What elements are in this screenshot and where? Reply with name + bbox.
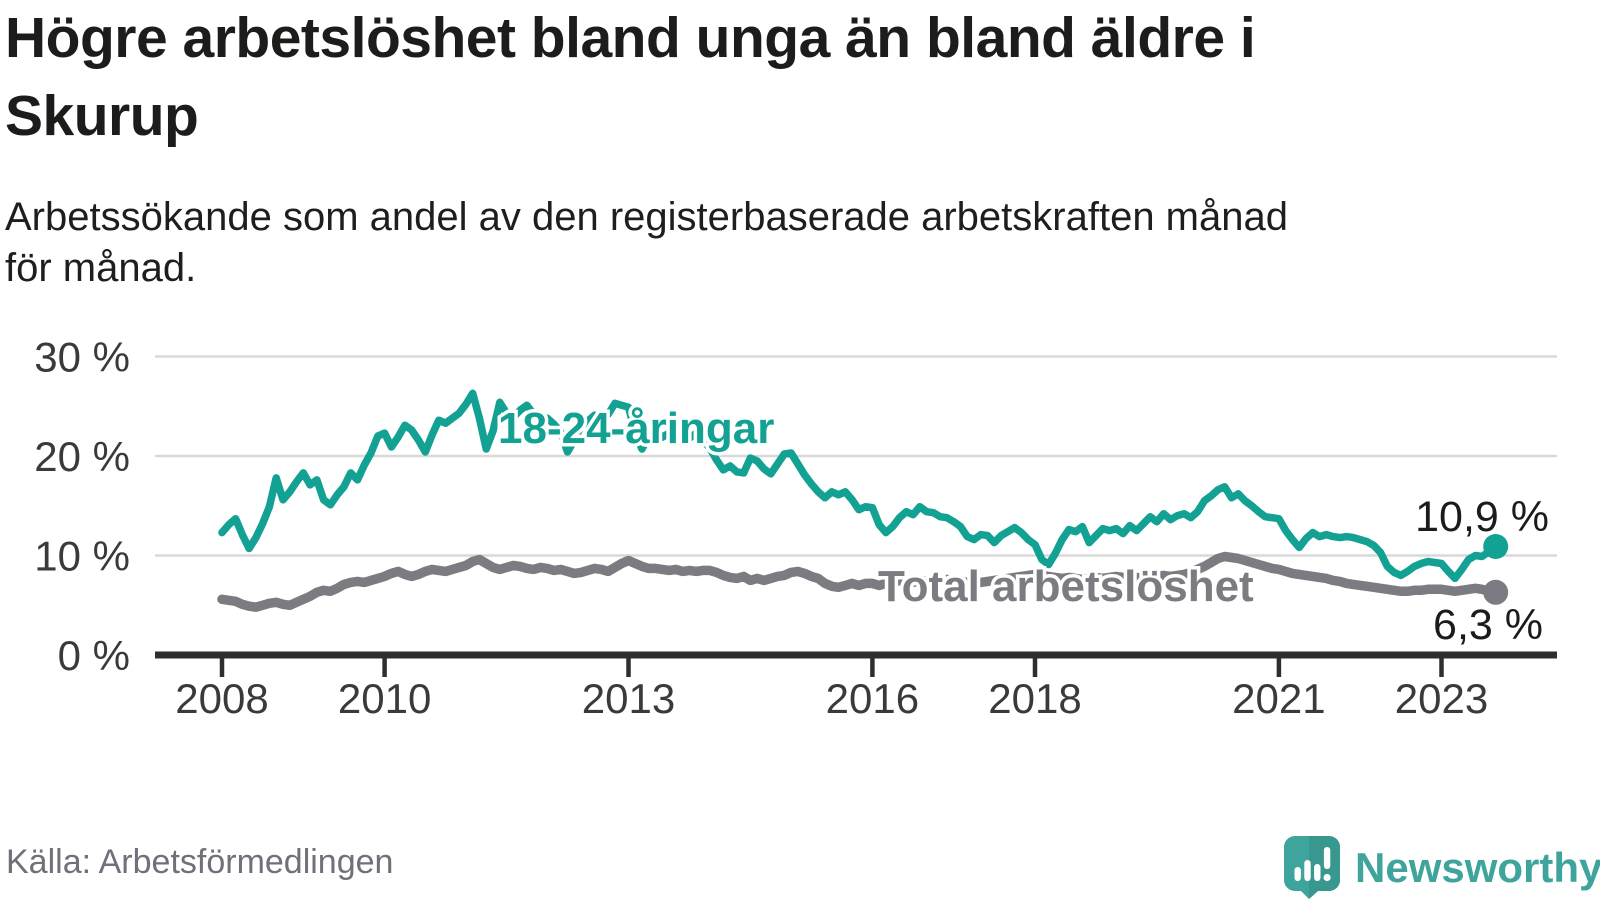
series-line-1 <box>217 551 1501 612</box>
logo-exclamation-bar <box>1323 847 1331 869</box>
series-line-0 <box>218 389 1500 583</box>
newsworthy-logo-icon <box>1284 836 1340 899</box>
logo-exclamation-dot <box>1323 873 1331 882</box>
logo-bar-1 <box>1294 867 1301 881</box>
x-tick-label-2023: 2023 <box>1395 675 1488 722</box>
x-tick-label-2021: 2021 <box>1232 675 1325 722</box>
x-tick-label-2016: 2016 <box>826 675 919 722</box>
source-note: Källa: Arbetsförmedlingen <box>6 843 394 881</box>
x-tick-label-2008: 2008 <box>175 675 268 722</box>
x-tick-label-2013: 2013 <box>582 675 675 722</box>
page-subtitle: Arbetssökande som andel av den registerb… <box>5 195 1288 290</box>
page-title: Högre arbetslöshet bland unga än bland ä… <box>5 6 1256 148</box>
y-tick-label-0: 0 % <box>58 632 130 679</box>
newsworthy-brand: Newsworthy <box>1284 836 1600 899</box>
x-tick-label-2010: 2010 <box>338 675 431 722</box>
series-end-value-label-0: 10,9 % <box>1415 493 1549 541</box>
y-tick-label-10: 10 % <box>34 533 130 580</box>
x-tick-label-2018: 2018 <box>988 675 1081 722</box>
series-end-dot-0 <box>1483 534 1509 559</box>
series-name-label-0: 18-24-åringar <box>498 404 774 453</box>
newsworthy-logo-text: Newsworthy <box>1355 843 1600 891</box>
y-tick-label-20: 20 % <box>34 433 130 480</box>
series-end-value-label-1: 6,3 % <box>1433 601 1543 649</box>
series-name-label-1: Total arbetslöshet <box>878 562 1254 611</box>
series-end-dot-1 <box>1483 579 1509 605</box>
logo-bar-3 <box>1314 864 1321 881</box>
logo-bar-2 <box>1304 860 1311 881</box>
y-tick-label-30: 30 % <box>34 334 130 381</box>
